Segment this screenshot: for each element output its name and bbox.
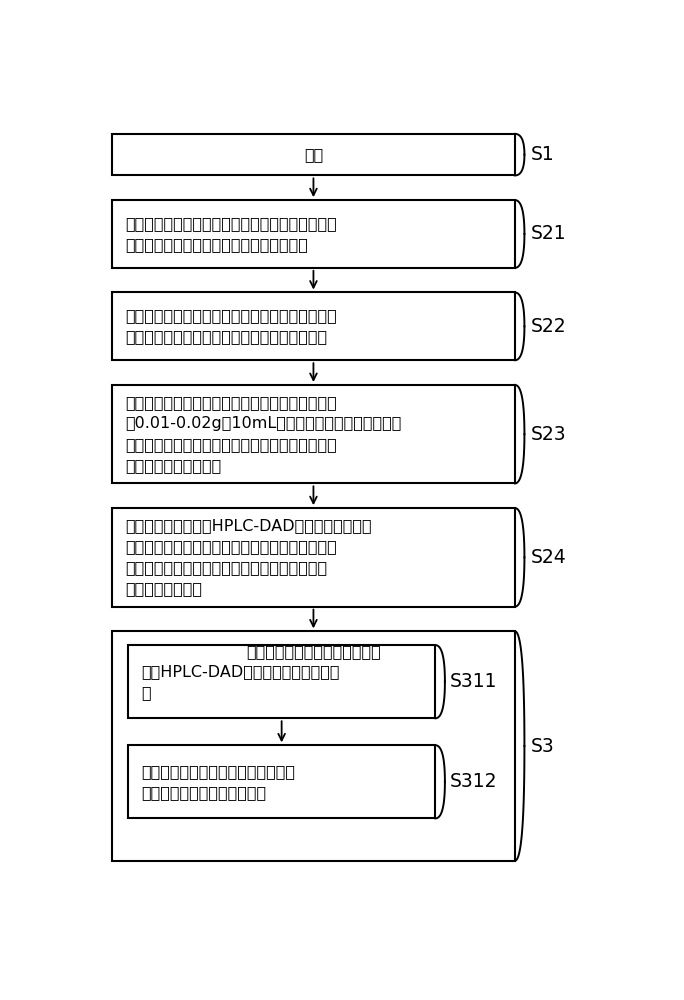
Text: S3: S3 bbox=[531, 737, 555, 756]
Bar bbox=[112, 508, 515, 607]
Text: 提取：将待测样品与第一指定量的纯高氯酸混合，
并在第一指定温度下水浴加热第一指定时间: 提取：将待测样品与第一指定量的纯高氯酸混合， 并在第一指定温度下水浴加热第一指定… bbox=[125, 216, 337, 252]
Text: 依据所述标准曲线检测预处理后的样
品溶液中五种核酸碱基的含量: 依据所述标准曲线检测预处理后的样 品溶液中五种核酸碱基的含量 bbox=[141, 764, 295, 800]
Text: 使用HPLC-DAD检测预处理后的样品溶
液: 使用HPLC-DAD检测预处理后的样品溶 液 bbox=[141, 664, 340, 700]
Text: S21: S21 bbox=[531, 224, 566, 243]
Bar bbox=[128, 745, 435, 818]
Text: 标准工作液的制备：分别称取五种核酸碱基的标准
品0.01-0.02g于10mL的容量瓶中，用甲醇定容，得
到标准储备液；分别将所述标准储备液用甲醇逐级
稀释，得: 标准工作液的制备：分别称取五种核酸碱基的标准 品0.01-0.02g于10mL的… bbox=[125, 395, 402, 473]
Bar bbox=[112, 385, 515, 483]
Text: 绘制标准曲线：使用HPLC-DAD检测所述标准工作
液，得到所述标准工作液的浓度和峰面积；以所述
峰面积为纵坐标，所述标准工作液的浓度为横坐
标，绘制标准曲线: 绘制标准曲线：使用HPLC-DAD检测所述标准工作 液，得到所述标准工作液的浓度… bbox=[125, 518, 372, 596]
Bar bbox=[112, 200, 515, 268]
Text: S311: S311 bbox=[450, 672, 498, 691]
Bar bbox=[128, 645, 435, 718]
Bar bbox=[112, 134, 515, 175]
Text: S24: S24 bbox=[531, 548, 566, 567]
Bar bbox=[112, 631, 515, 861]
Text: S23: S23 bbox=[531, 425, 566, 444]
Bar bbox=[112, 292, 515, 360]
Text: 对预处理后的样品溶液进行测定: 对预处理后的样品溶液进行测定 bbox=[246, 645, 381, 660]
Text: S1: S1 bbox=[531, 145, 555, 164]
Text: 净化：加入第二指定量的磷酸二氢铵溶液，并加水
至第三指定量，过滤，得到预处理后的样品溶液: 净化：加入第二指定量的磷酸二氢铵溶液，并加水 至第三指定量，过滤，得到预处理后的… bbox=[125, 308, 337, 344]
Text: S22: S22 bbox=[531, 317, 566, 336]
Text: 取样: 取样 bbox=[304, 147, 323, 162]
Text: S312: S312 bbox=[450, 772, 498, 791]
